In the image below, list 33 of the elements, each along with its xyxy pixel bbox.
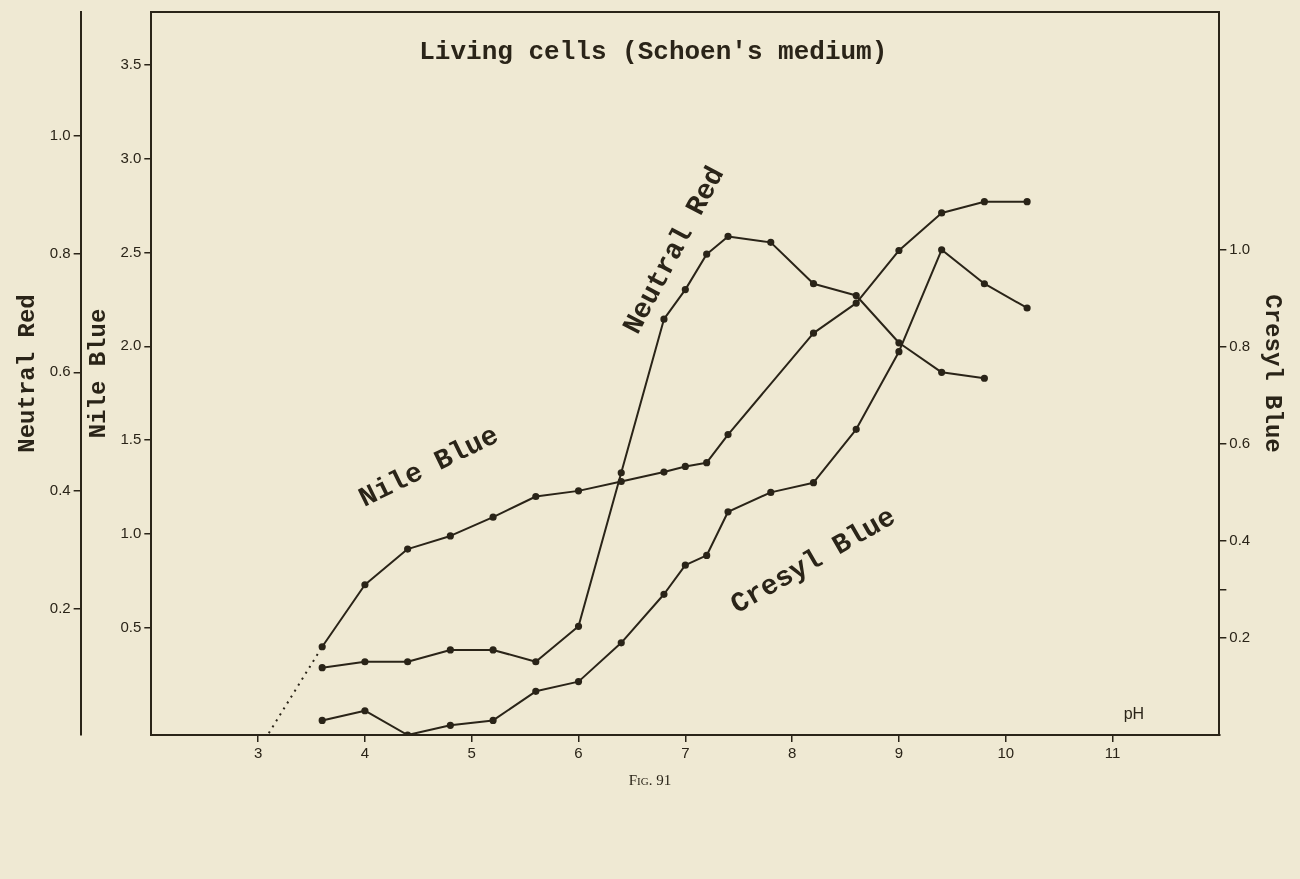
- x-tick-label: 6: [574, 744, 583, 762]
- y-tick-label: 0.4: [49, 480, 71, 498]
- y-tick-label: 0.6: [49, 362, 71, 380]
- y-tick-label: 1.0: [49, 126, 71, 144]
- x-tick-label: 11: [1104, 744, 1121, 762]
- y-tick-label: 0.8: [49, 244, 71, 262]
- y-axis-title: Neutral Red: [14, 294, 42, 453]
- y2-tick-label: 3.0: [120, 148, 142, 166]
- x-tick-label: 7: [681, 744, 690, 762]
- caption: Fig. 91: [627, 772, 673, 789]
- x-tick-label: 5: [467, 744, 476, 762]
- x-axis-title: pH: [1123, 705, 1145, 723]
- y2-tick-label: 1.0: [120, 524, 142, 542]
- y2-tick-label: 3.5: [120, 54, 142, 72]
- y2-tick-label: 0.5: [120, 618, 142, 636]
- x-tick-label: 8: [787, 744, 797, 762]
- text: Nile Blue: [354, 420, 504, 515]
- y3-tick-label: 0.6: [1229, 434, 1251, 451]
- y2-tick-label: 2.5: [120, 242, 142, 260]
- y3-tick-label: 1.0: [1229, 239, 1251, 257]
- y-tick-label: 0.2: [49, 598, 71, 616]
- y3-tick-label: 0.8: [1229, 336, 1251, 354]
- y2-tick-label: 1.5: [120, 430, 142, 448]
- y3-axis-title: Cresyl Blue: [1258, 294, 1286, 453]
- y2-axis-title: Nile Blue: [85, 308, 113, 439]
- y3-tick-label: 0.2: [1229, 628, 1251, 646]
- x-tick-label: 10: [997, 744, 1015, 762]
- x-tick-label: 3: [253, 744, 263, 762]
- y2-tick-label: 2.0: [120, 336, 142, 354]
- x-tick-label: 9: [894, 744, 904, 762]
- y3-tick-label: 0.4: [1229, 531, 1251, 549]
- x-tick-label: 4: [360, 744, 370, 762]
- text: Living cells (Schoen's medium): [419, 36, 888, 67]
